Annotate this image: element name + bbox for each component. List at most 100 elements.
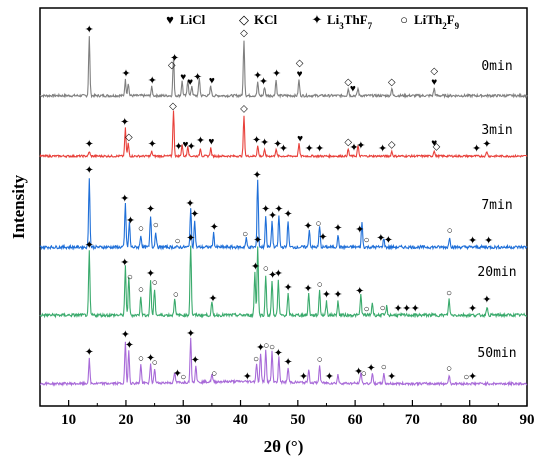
peak-marker: ✦ bbox=[322, 289, 331, 301]
peak-marker: ✦ bbox=[333, 223, 342, 235]
peak-marker: ✦ bbox=[253, 234, 262, 246]
peak-marker: ✦ bbox=[252, 134, 261, 146]
legend-label: Li3ThF7 bbox=[327, 12, 373, 31]
peak-marker: ♥ bbox=[180, 72, 186, 83]
peak-marker: ✦ bbox=[279, 143, 288, 155]
legend-symbol: ◇ bbox=[239, 12, 249, 27]
peak-marker: ○ bbox=[242, 229, 248, 240]
x-tick-label: 30 bbox=[176, 412, 191, 428]
peak-marker: ○ bbox=[152, 358, 158, 369]
legend-label: LiCl bbox=[180, 12, 206, 27]
x-tick-label: 20 bbox=[118, 412, 133, 428]
peak-marker: ✦ bbox=[333, 289, 342, 301]
peak-marker: ✦ bbox=[210, 222, 219, 234]
legend-symbol: ✦ bbox=[312, 12, 323, 27]
peak-marker: ○ bbox=[174, 236, 180, 247]
peak-marker: ✦ bbox=[190, 209, 199, 221]
peak-marker: ✦ bbox=[272, 68, 281, 80]
series-label-0min: 0min bbox=[481, 59, 512, 74]
legend-symbol: ○ bbox=[400, 12, 408, 27]
peak-marker: ✦ bbox=[208, 293, 217, 305]
peak-marker: ✦ bbox=[256, 342, 265, 354]
series-trace-50min bbox=[40, 337, 528, 387]
peak-marker: ○ bbox=[263, 264, 269, 275]
peak-marker: ○ bbox=[173, 290, 179, 301]
x-axis-label: 2θ (°) bbox=[264, 437, 304, 456]
peak-marker: ✦ bbox=[274, 268, 283, 280]
peak-marker: ○ bbox=[127, 272, 133, 283]
peak-marker: ✦ bbox=[186, 233, 195, 245]
peak-marker: ♥ bbox=[297, 69, 303, 80]
peak-marker: ○ bbox=[381, 362, 387, 373]
peak-marker: ○ bbox=[463, 372, 469, 383]
peak-marker: ✦ bbox=[146, 268, 155, 280]
legend-item: ✦ Li3ThF7 bbox=[312, 12, 373, 31]
peak-marker: ○ bbox=[180, 372, 186, 383]
peak-marker: ✦ bbox=[274, 203, 283, 215]
peak-marker: ✦ bbox=[268, 210, 277, 222]
peak-marker: ✦ bbox=[85, 24, 94, 36]
peak-marker: ✦ bbox=[283, 282, 292, 294]
peak-marker: ✦ bbox=[186, 198, 195, 210]
x-tick-label: 60 bbox=[348, 412, 363, 428]
peak-marker: ✦ bbox=[274, 348, 283, 360]
peak-marker: ♥ bbox=[208, 136, 214, 147]
peak-marker: ◇ bbox=[240, 28, 248, 39]
peak-marker: ○ bbox=[446, 288, 452, 299]
peak-marker: ♥ bbox=[187, 77, 193, 88]
peak-marker: ✦ bbox=[356, 140, 365, 152]
peak-marker: ○ bbox=[380, 303, 386, 314]
peak-marker: ✦ bbox=[121, 329, 130, 341]
peak-marker: ✦ bbox=[85, 347, 94, 359]
peak-marker: ✦ bbox=[260, 137, 269, 149]
peak-marker: ◇ bbox=[388, 139, 396, 150]
peak-marker: ○ bbox=[446, 363, 452, 374]
series-trace-0min bbox=[39, 36, 528, 99]
peak-marker: ✦ bbox=[472, 143, 481, 155]
peak-marker: ◇ bbox=[125, 132, 133, 143]
x-tick-label: 90 bbox=[520, 412, 535, 428]
peak-marker: ✦ bbox=[304, 221, 313, 233]
peak-marker: ◇ bbox=[433, 141, 441, 152]
peak-marker: ◇ bbox=[388, 77, 396, 88]
peak-marker: ✦ bbox=[484, 235, 493, 247]
peak-marker: ✦ bbox=[253, 170, 262, 182]
peak-marker: ♥ bbox=[209, 76, 215, 87]
peak-marker: ✦ bbox=[120, 117, 129, 129]
peak-marker: ✦ bbox=[283, 357, 292, 369]
peak-marker: ○ bbox=[317, 279, 323, 290]
peak-marker: ✦ bbox=[384, 235, 393, 247]
series-label-3min: 3min bbox=[481, 123, 512, 138]
peak-marker: ✦ bbox=[193, 71, 202, 83]
peak-marker: ♥ bbox=[431, 77, 437, 88]
x-tick-label: 50 bbox=[290, 412, 305, 428]
peak-marker: ○ bbox=[253, 354, 259, 365]
peak-marker: ✦ bbox=[393, 303, 402, 315]
peak-marker: ○ bbox=[317, 355, 323, 366]
peak-marker: ✦ bbox=[148, 139, 157, 151]
peak-marker: ✦ bbox=[378, 143, 387, 155]
legend-item: ○ LiTh2F9 bbox=[400, 12, 460, 31]
series-label-20min: 20min bbox=[477, 265, 516, 280]
peak-marker: ✦ bbox=[315, 143, 324, 155]
legend-label: LiTh2F9 bbox=[414, 12, 460, 31]
peak-marker: ♥ bbox=[431, 138, 437, 149]
peak-marker: ✦ bbox=[170, 52, 179, 64]
peak-marker: ✦ bbox=[261, 203, 270, 215]
peak-marker: ✦ bbox=[349, 142, 358, 154]
peak-marker: ◇ bbox=[344, 137, 352, 148]
peak-marker: ✦ bbox=[402, 303, 411, 315]
peak-marker: ✦ bbox=[126, 215, 135, 227]
peak-marker: ✦ bbox=[196, 135, 205, 147]
series-trace-20min bbox=[39, 245, 528, 319]
peak-marker: ○ bbox=[138, 353, 144, 364]
peak-marker: ✦ bbox=[243, 371, 252, 383]
peak-marker: ✦ bbox=[120, 257, 129, 269]
peak-marker: ♥ bbox=[297, 134, 303, 145]
peak-marker: ○ bbox=[153, 220, 159, 231]
peak-marker: ✦ bbox=[120, 193, 129, 205]
y-axis-label: Intensity bbox=[9, 174, 28, 239]
peak-marker: ✦ bbox=[283, 209, 292, 221]
legend-item: ◇ KCl bbox=[239, 12, 278, 27]
peak-marker: ◇ bbox=[296, 58, 304, 69]
